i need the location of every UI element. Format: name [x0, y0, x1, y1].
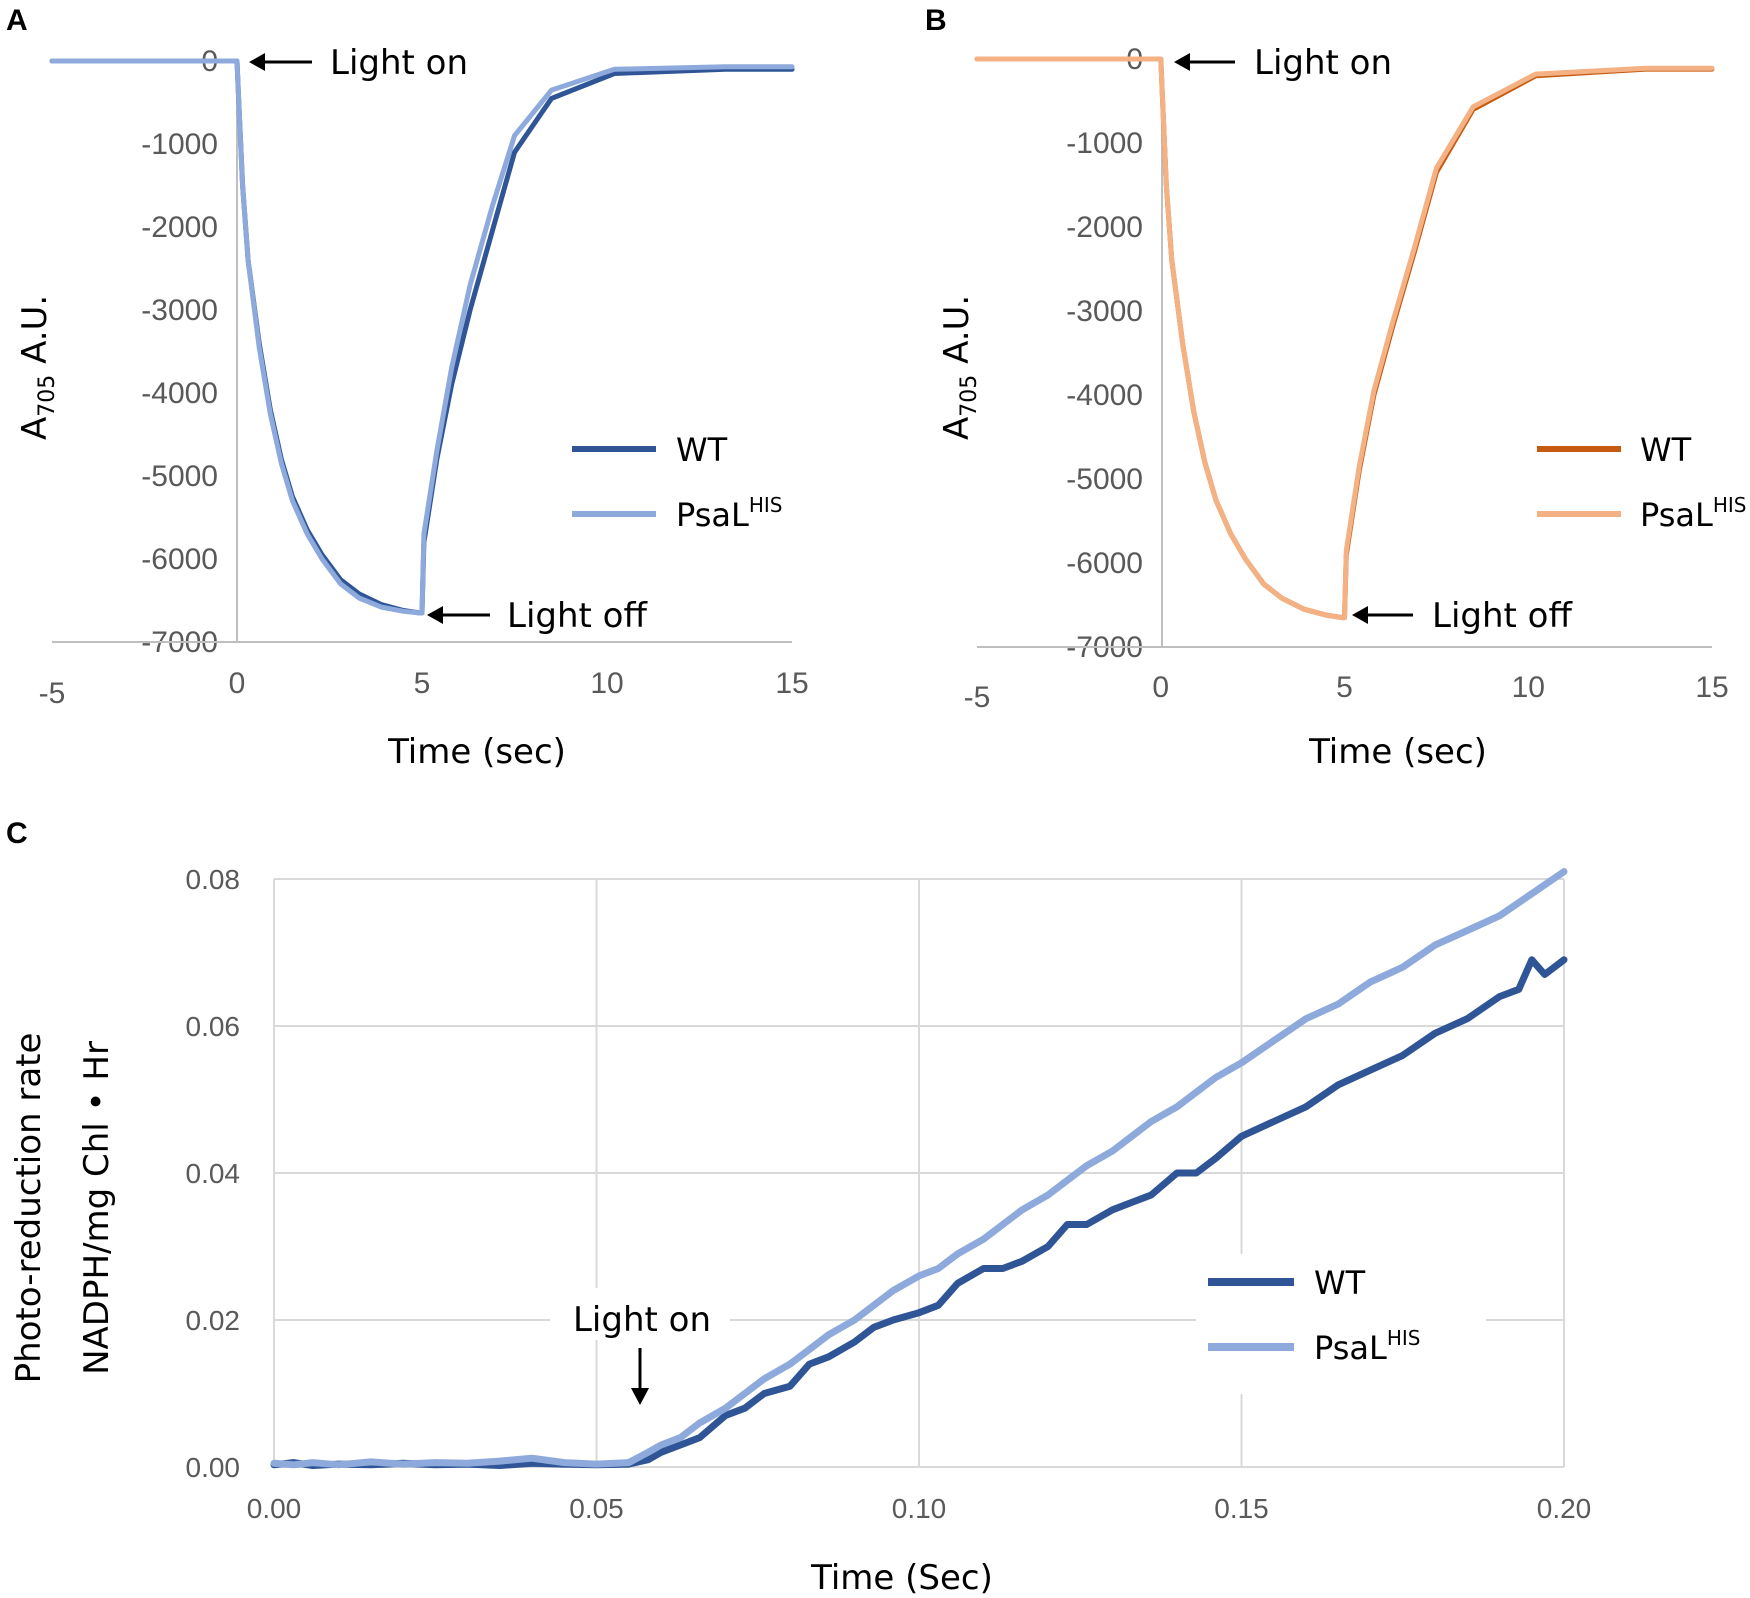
panel-b-y-tick-label: -1000 — [1066, 127, 1143, 160]
panel-c-x-tick-label: 0.00 — [247, 1493, 302, 1524]
panel-a-legend-label-psal-sup: HIS — [749, 493, 783, 517]
panel-c-y-tick-label: 0.00 — [186, 1452, 241, 1483]
panel-a-light-off-annotation: Light off — [427, 596, 648, 636]
panel-b-light-on-arrowhead — [1174, 53, 1190, 71]
panel-c-series — [270, 868, 1568, 1469]
panel-b-legend-label-psal: PsaLHIS — [1640, 493, 1746, 534]
panel-c-light-on-label: Light on — [573, 1300, 711, 1340]
panel-c-series-psal-his-line — [270, 868, 1568, 1469]
panel-a-light-off-label: Light off — [507, 596, 648, 636]
panel-letter-c: C — [6, 817, 28, 850]
panel-c-legend-label-psal-sup: HIS — [1387, 1326, 1421, 1350]
panel-a-legend-label-psal: PsaLHIS — [676, 493, 782, 534]
panel-c-x-ticks: 0.00 0.05 0.10 0.15 0.20 — [247, 1493, 1592, 1524]
panel-b-light-off-arrowhead — [1352, 606, 1368, 624]
panel-a-series — [49, 58, 795, 616]
panel-a-y-label-main: A — [15, 417, 55, 440]
panel-c-y-tick-label: 0.06 — [186, 1011, 241, 1042]
panel-b-legend-label-wt: WT — [1640, 431, 1692, 469]
panel-b-x-tick-label: 10 — [1512, 671, 1545, 704]
panel-c-legend-label-wt: WT — [1314, 1264, 1366, 1302]
panel-a: 0-1000-2000-3000-4000-5000-6000-7000 -5 0… — [15, 43, 809, 772]
panel-a-light-on-annotation: Light on — [249, 43, 468, 83]
panel-b-x-tick-label: 5 — [1336, 671, 1353, 704]
panel-a-x-tick-label: 10 — [590, 667, 623, 700]
panel-b-y-label-main: A — [937, 417, 977, 440]
panel-c-x-label: Time (Sec) — [810, 1558, 993, 1598]
panel-a-legend: WT PsaLHIS — [572, 431, 782, 534]
panel-b-x-label: Time (sec) — [1308, 732, 1487, 772]
panel-letter-a: A — [6, 4, 28, 37]
panel-a-legend-label-wt: WT — [676, 431, 728, 469]
panel-c-y-label-line1: Photo-reduction rate — [9, 1033, 49, 1384]
panel-a-y-tick-label: -6000 — [141, 543, 218, 576]
panel-a-y-tick-label: -3000 — [141, 294, 218, 327]
panel-b-y-tick-label: -2000 — [1066, 211, 1143, 244]
panel-b-legend-label-psal-sup: HIS — [1713, 493, 1747, 517]
panel-b-series — [974, 56, 1715, 621]
panel-c-x-tick-label: 0.20 — [1537, 1493, 1592, 1524]
panel-b: 0-1000-2000-3000-4000-5000-6000-7000 -5 0… — [937, 43, 1746, 772]
panel-c-x-tick-label: 0.10 — [892, 1493, 947, 1524]
panel-c: 0.00 0.02 0.04 0.06 0.08 0.00 0.05 0.10 0.15 0.2… — [9, 864, 1591, 1598]
panel-c-x-tick-label: 0.05 — [569, 1493, 624, 1524]
panel-a-x-ticks: -5 0 5 10 15 — [39, 667, 809, 710]
panel-a-legend-label-psal-main: PsaL — [676, 496, 749, 534]
panel-a-x-tick-label: -5 — [39, 677, 66, 710]
panel-c-x-tick-label: 0.15 — [1214, 1493, 1269, 1524]
panel-a-y-label: A705 A.U. — [15, 295, 60, 440]
panel-c-light-on-arrowhead — [631, 1388, 649, 1405]
panel-a-light-on-label: Light on — [330, 43, 468, 83]
panel-c-legend: WT PsaLHIS — [1196, 1254, 1486, 1394]
panel-b-light-on-annotation: Light on — [1174, 43, 1392, 83]
panel-b-light-off-annotation: Light off — [1352, 596, 1573, 636]
panel-b-legend-label-psal-main: PsaL — [1640, 496, 1713, 534]
panel-b-y-ticks: 0-1000-2000-3000-4000-5000-6000-7000 — [1066, 43, 1143, 664]
panel-c-y-tick-label: 0.08 — [186, 864, 241, 895]
panel-b-y-tick-label: -3000 — [1066, 295, 1143, 328]
panel-a-y-label-sub: 705 — [35, 375, 60, 417]
panel-c-legend-label-psal: PsaLHIS — [1314, 1326, 1420, 1367]
panel-a-light-on-arrowhead — [249, 53, 265, 71]
panel-b-light-off-label: Light off — [1432, 596, 1573, 636]
panel-b-y-label-sub: 705 — [957, 375, 982, 417]
panel-a-light-off-arrowhead — [427, 606, 443, 624]
panel-c-light-on-annotation: Light on — [550, 1288, 730, 1405]
panel-a-x-tick-label: 0 — [229, 667, 246, 700]
panel-a-y-tick-label: -5000 — [141, 460, 218, 493]
panel-b-y-tick-label: -6000 — [1066, 547, 1143, 580]
panel-a-y-label-rest: A.U. — [15, 295, 55, 375]
panel-b-series-psal-his-line — [974, 56, 1715, 621]
panel-a-y-tick-label: -1000 — [141, 128, 218, 161]
panel-b-y-tick-label: -5000 — [1066, 463, 1143, 496]
panel-b-x-tick-label: 0 — [1152, 671, 1169, 704]
panel-b-x-tick-label: 15 — [1695, 671, 1728, 704]
panel-b-x-ticks: -5 0 5 10 15 — [964, 671, 1729, 714]
panel-letter-b: B — [925, 4, 947, 37]
panel-c-y-ticks: 0.00 0.02 0.04 0.06 0.08 — [186, 864, 241, 1483]
panel-a-series-psal-his-line — [49, 58, 795, 616]
panel-c-y-tick-label: 0.02 — [186, 1305, 241, 1336]
panel-a-y-ticks: 0-1000-2000-3000-4000-5000-6000-7000 — [141, 45, 218, 659]
panel-b-light-on-label: Light on — [1254, 43, 1392, 83]
panel-c-y-tick-label: 0.04 — [186, 1158, 241, 1189]
panel-c-series-wt-line — [270, 956, 1568, 1469]
panel-a-x-tick-label: 5 — [414, 667, 431, 700]
panel-a-x-tick-label: 15 — [775, 667, 808, 700]
panel-a-y-tick-label: -2000 — [141, 211, 218, 244]
panel-b-x-tick-label: -5 — [964, 681, 991, 714]
panel-c-legend-label-psal-main: PsaL — [1314, 1329, 1387, 1367]
panel-b-y-label: A705 A.U. — [937, 295, 982, 440]
panel-c-light-on-backdrop — [550, 1288, 730, 1340]
panel-c-legend-backdrop — [1196, 1254, 1486, 1394]
panel-b-y-label-rest: A.U. — [937, 295, 977, 375]
panel-b-legend: WT PsaLHIS — [1537, 431, 1746, 534]
panel-a-x-label: Time (sec) — [387, 732, 566, 772]
panel-a-y-tick-label: -4000 — [141, 377, 218, 410]
panel-c-y-label-line2: NADPH/mg Chl • Hr — [77, 1041, 117, 1375]
panel-b-y-tick-label: -4000 — [1066, 379, 1143, 412]
